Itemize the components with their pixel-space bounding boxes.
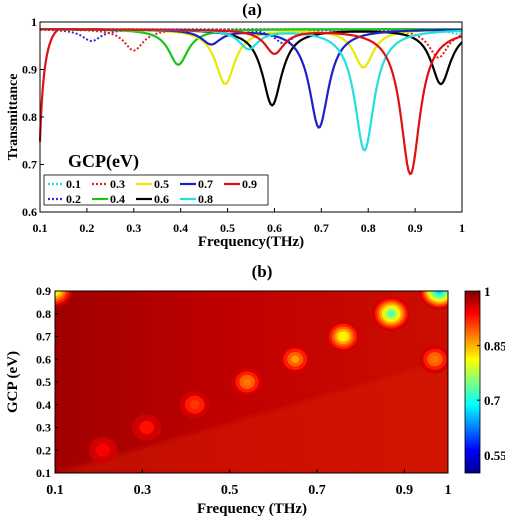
hotspot-ring	[291, 355, 300, 363]
y-tick-label: 0.3	[36, 421, 51, 435]
legend-item-0.8: 0.8	[180, 192, 213, 206]
panel-a-ylabel: Transmittance	[6, 74, 21, 161]
x-tick-label: 0.1	[33, 221, 48, 235]
legend-item-0.6: 0.6	[136, 192, 169, 206]
panel-a-legend: GCP(eV) 0.1 0.3 0.5 0.7 0.9 0.2 0.4 0.6 0.8	[43, 151, 269, 206]
hotspot	[419, 291, 448, 310]
y-tick-label: 0.7	[36, 330, 51, 344]
legend-item-0.4: 0.4	[92, 192, 125, 206]
legend-label: 0.8	[198, 192, 213, 206]
legend-label: 0.2	[66, 192, 81, 206]
x-tick-label: 0.7	[308, 483, 326, 498]
series-line-0.8	[40, 28, 463, 152]
legend-item-0.7: 0.7	[180, 177, 213, 191]
y-tick-label: 0.5	[36, 375, 51, 389]
colorbar-tick-label: 0.7	[484, 393, 501, 408]
y-tick-label: 0.6	[36, 352, 51, 366]
x-tick-label: 0.3	[134, 483, 152, 498]
heatmap-lower-band	[55, 360, 448, 473]
x-tick-label: 1	[445, 483, 452, 498]
legend-title: GCP(eV)	[68, 151, 139, 172]
legend-label: 0.4	[110, 192, 125, 206]
panel-b-xlabel: Frequency (THz)	[197, 501, 307, 517]
y-tick-label: 0.6	[22, 205, 37, 219]
colorbar	[464, 290, 481, 474]
hotspot-ring	[189, 400, 200, 410]
x-tick-label: 0.3	[126, 221, 141, 235]
legend-label: 0.1	[66, 177, 81, 191]
hotspot	[132, 414, 162, 441]
hotspot	[88, 437, 118, 464]
x-tick-label: 1	[459, 221, 465, 235]
colorbar-tick-label: 0.55	[484, 448, 505, 463]
legend-item-0.1: 0.1	[48, 177, 81, 191]
x-tick-label: 0.9	[408, 221, 423, 235]
hotspot	[372, 296, 410, 331]
y-tick-label: 0.2	[36, 443, 51, 457]
colorbar-tick-label: 0.85	[484, 339, 505, 354]
panel-a-curves	[38, 28, 463, 176]
panel-a-xlabel: Frequency(THz)	[198, 234, 304, 250]
panel-a-label: (a)	[242, 0, 262, 19]
panel-b-ylabel: GCP (eV)	[5, 351, 21, 413]
x-tick-label: 0.4	[173, 221, 188, 235]
panel-b: (b) 0.1 0.3 0.5 0.7 0.9 10.10.20	[5, 262, 505, 517]
hotspot	[419, 345, 448, 374]
hotspot	[231, 367, 263, 397]
panel-a: (a) 0.1 0.2 0.3 0.4 0.5 0.6 0.7 0.8 0.9 10.60.70.…	[6, 0, 465, 250]
series-line-0.7	[40, 28, 462, 129]
hotspot	[326, 321, 360, 352]
legend-entries: 0.1 0.3 0.5 0.7 0.9 0.2 0.4 0.6 0.8	[48, 177, 257, 206]
series-line-0.5	[40, 28, 462, 86]
y-tick-label: 0.4	[36, 398, 51, 412]
x-tick-label: 0.9	[396, 483, 414, 498]
series-line-0.9-edge	[38, 28, 60, 142]
colorbar-tick-label: 1	[484, 284, 491, 299]
x-tick-label: 0.8	[361, 221, 376, 235]
y-tick-label: 0.9	[36, 284, 51, 298]
panel-b-ticks: 0.1 0.3 0.5 0.7 0.9 1 0.1 0.2 0.3 0.4 0.5 0.6 0.7 0.8…	[36, 284, 452, 498]
hotspot-ring	[55, 291, 58, 294]
legend-item-0.2: 0.2	[48, 192, 81, 206]
legend-item-0.3: 0.3	[92, 177, 125, 191]
hotspot-ring	[431, 355, 439, 363]
x-tick-label: 0.6	[267, 221, 282, 235]
y-tick-label: 0.8	[22, 110, 37, 124]
x-tick-label: 0.7	[314, 221, 329, 235]
hotspot-ring	[243, 378, 252, 386]
legend-label: 0.3	[110, 177, 125, 191]
x-tick-label: 0.2	[79, 221, 94, 235]
panel-a-ticks: 0.1 0.2 0.3 0.4 0.5 0.6 0.7 0.8 0.9 10.60.70.80.9…	[22, 15, 465, 235]
y-tick-label: 0.1	[36, 466, 51, 480]
legend-box	[43, 174, 269, 206]
hotspot-ring	[388, 311, 394, 316]
y-tick-label: 1	[31, 15, 37, 29]
hotspot-ring	[139, 420, 154, 435]
legend-item-0.5: 0.5	[136, 177, 169, 191]
x-tick-label: 0.5	[221, 483, 239, 498]
hotspot-ring	[95, 443, 111, 457]
heatmap-area	[55, 291, 448, 473]
legend-label: 0.9	[242, 177, 257, 191]
legend-label: 0.6	[154, 192, 169, 206]
heatmap-hotspots	[55, 291, 448, 464]
series-line-0.9	[40, 28, 463, 176]
panel-b-label: (b)	[252, 262, 273, 281]
legend-item-0.9: 0.9	[224, 177, 257, 191]
hotspot	[179, 391, 210, 419]
colorbar-ticks: 1 0.85 0.7 0.55	[477, 284, 505, 463]
hotspot-ring	[340, 333, 346, 340]
y-tick-label: 0.8	[36, 307, 51, 321]
y-tick-label: 0.7	[22, 158, 37, 172]
hotspot	[55, 291, 73, 307]
legend-label: 0.7	[198, 177, 213, 191]
x-tick-label: 0.1	[46, 483, 64, 498]
y-tick-label: 0.9	[22, 63, 37, 77]
hotspot	[279, 344, 312, 374]
legend-label: 0.5	[154, 177, 169, 191]
x-tick-label: 0.5	[220, 221, 235, 235]
